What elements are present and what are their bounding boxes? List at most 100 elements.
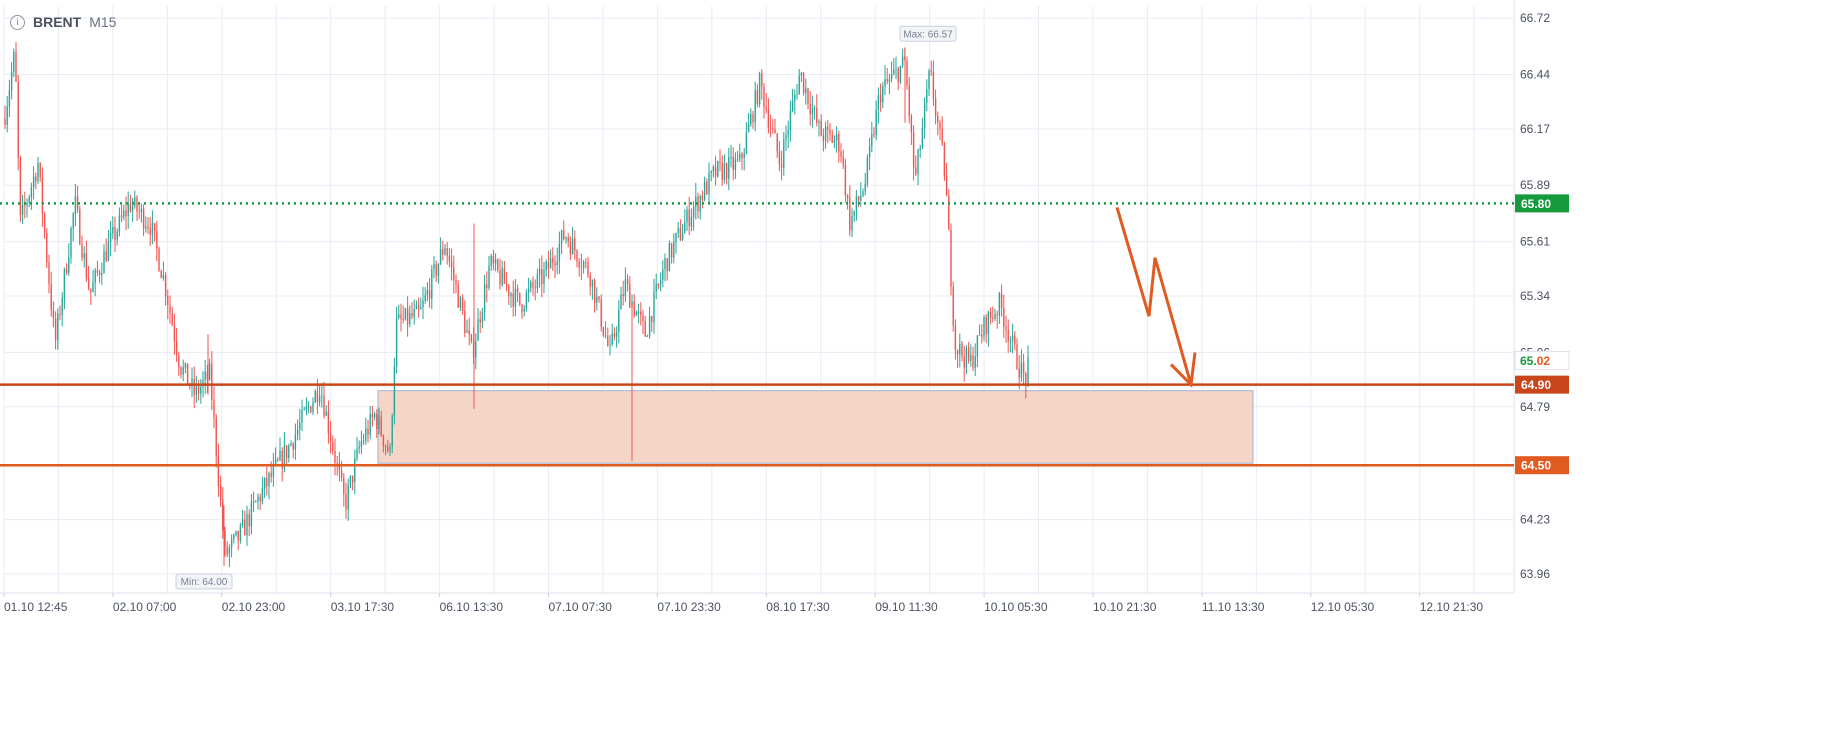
candle-body xyxy=(297,429,298,434)
level-tag-65.80: 65.80 xyxy=(1521,197,1551,211)
x-tick-label: 08.10 17:30 xyxy=(766,600,830,614)
candle-body xyxy=(777,134,778,152)
candle-body xyxy=(51,284,52,310)
candle-body xyxy=(865,184,866,192)
candle-body xyxy=(90,289,91,293)
candle-body xyxy=(893,70,894,74)
candle-body xyxy=(961,344,962,357)
candle-body xyxy=(119,215,120,231)
candle-body xyxy=(733,157,734,170)
candle-body xyxy=(913,132,914,167)
candle-body xyxy=(64,269,65,298)
candle-body xyxy=(460,298,461,308)
candle-body xyxy=(233,535,234,539)
candle-body xyxy=(766,107,767,110)
x-tick-label: 03.10 17:30 xyxy=(331,600,395,614)
candle-body xyxy=(508,285,509,296)
candle-body xyxy=(447,248,448,256)
candle-body xyxy=(407,308,408,324)
candle-body xyxy=(205,372,206,380)
candle-body xyxy=(174,325,175,341)
y-tick-label: 66.17 xyxy=(1520,122,1550,136)
candle-body xyxy=(469,330,470,334)
candle-body xyxy=(977,335,978,356)
candle-body xyxy=(198,386,199,394)
candle-body xyxy=(642,315,643,321)
candle-body xyxy=(79,209,80,244)
candle-body xyxy=(810,104,811,114)
candle-body xyxy=(746,132,747,153)
candle-body xyxy=(86,253,87,278)
y-tick-label: 66.72 xyxy=(1520,11,1550,25)
candle-body xyxy=(625,279,626,296)
info-icon[interactable]: i xyxy=(10,15,25,30)
candle-body xyxy=(1016,344,1017,369)
candle-body xyxy=(510,294,511,296)
candle-body xyxy=(891,74,892,79)
candle-body xyxy=(550,258,551,268)
candle-body xyxy=(134,197,135,206)
candle-body xyxy=(656,284,657,291)
candle-body xyxy=(332,442,333,451)
candle-body xyxy=(867,157,868,184)
candle-body xyxy=(235,531,236,535)
candle-body xyxy=(649,316,650,336)
candle-body xyxy=(1025,373,1026,384)
candle-body xyxy=(660,280,661,284)
candle-body xyxy=(975,356,976,367)
candle-body xyxy=(156,231,157,249)
candle-body xyxy=(26,203,27,205)
candle-body xyxy=(449,256,450,262)
candle-body xyxy=(647,336,648,337)
candle-body xyxy=(774,129,775,134)
candle-body xyxy=(471,335,472,341)
candle-body xyxy=(88,279,89,289)
candle-body xyxy=(275,459,276,464)
candle-body xyxy=(268,473,269,486)
level-tag-64.50: 64.50 xyxy=(1521,459,1551,473)
candle-body xyxy=(262,488,263,501)
candle-body xyxy=(475,341,476,358)
candle-body xyxy=(229,548,230,555)
candle-body xyxy=(354,458,355,482)
candle-body xyxy=(999,293,1000,315)
max-label: Max: 66.57 xyxy=(903,29,953,40)
candle-body xyxy=(876,110,877,135)
candle-body xyxy=(7,106,8,124)
chart-header: i BRENT M15 xyxy=(10,14,116,30)
candle-body xyxy=(686,210,687,223)
candle-body xyxy=(596,297,597,303)
candle-body xyxy=(277,459,278,460)
candle-body xyxy=(411,313,412,317)
candle-body xyxy=(629,284,630,308)
x-tick-label: 12.10 05:30 xyxy=(1311,600,1375,614)
candle-body xyxy=(334,451,335,463)
candle-body xyxy=(614,333,615,336)
candle-body xyxy=(537,275,538,288)
candle-body xyxy=(319,396,320,401)
candle-body xyxy=(293,443,294,449)
y-tick-label: 65.89 xyxy=(1520,178,1550,192)
candle-body xyxy=(702,196,703,200)
candle-body xyxy=(92,283,93,292)
candle-body xyxy=(524,308,525,311)
candle-body xyxy=(557,261,558,265)
timeframe-label[interactable]: M15 xyxy=(89,14,116,30)
candle-body xyxy=(194,378,195,394)
candle-body xyxy=(715,167,716,177)
candle-body xyxy=(370,414,371,435)
candle-body xyxy=(257,497,258,502)
candle-body xyxy=(909,85,910,116)
candle-body xyxy=(948,196,949,230)
min-label: Min: 64.00 xyxy=(181,577,228,588)
candle-body xyxy=(737,159,738,160)
candle-body xyxy=(521,305,522,312)
candle-body xyxy=(900,66,901,83)
candle-body xyxy=(640,312,641,315)
candle-body xyxy=(966,348,967,368)
candle-body xyxy=(717,161,718,176)
candle-body xyxy=(664,258,665,269)
candle-body xyxy=(75,196,76,213)
candle-body xyxy=(792,101,793,111)
